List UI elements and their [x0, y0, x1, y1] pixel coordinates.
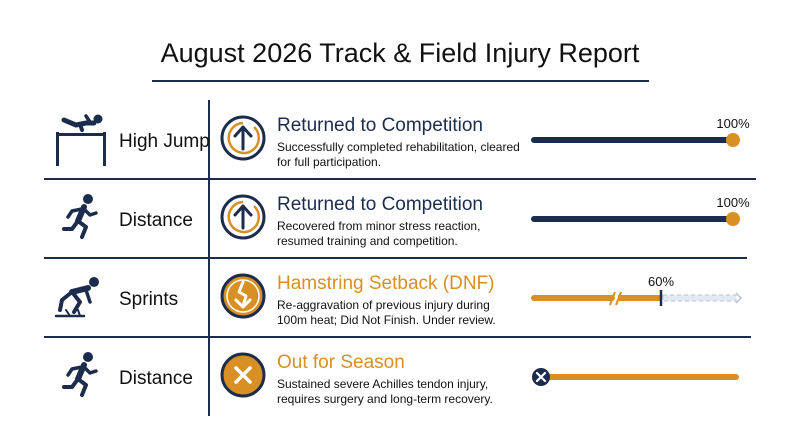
sport-label: Distance	[119, 368, 193, 389]
list-item: Sprints Hamstring Setback (DNF) Re-aggra…	[0, 258, 800, 338]
page-title: August 2026 Track & Field Injury Report	[160, 38, 640, 68]
sport-label: Distance	[119, 210, 193, 231]
sprint-start-icon	[54, 277, 99, 318]
runner-icon	[62, 352, 98, 397]
injury-arrow-down-icon	[220, 273, 266, 319]
row-divider	[44, 178, 756, 180]
progress-label: 100%	[716, 116, 750, 131]
list-item: Distance Returned to Competition Recover…	[0, 179, 800, 259]
sport-label: Sprints	[119, 289, 179, 310]
list-item: Distance Out for Season Sustained severe…	[0, 337, 800, 417]
progress-bar: 60%	[531, 274, 743, 306]
row-divider	[44, 257, 747, 259]
status-description: Recovered from minor stress reaction, re…	[277, 219, 481, 248]
status-title: Returned to Competition	[277, 194, 483, 215]
close-icon	[535, 371, 547, 383]
progress-bar: 100%	[531, 116, 750, 147]
row-divider	[44, 336, 751, 338]
arrow-up-circle-icon	[220, 115, 266, 161]
status-title: Out for Season	[277, 352, 405, 373]
status-description: Sustained severe Achilles tendon injury,…	[277, 377, 493, 406]
progress-label: 100%	[716, 195, 750, 210]
title-divider	[152, 80, 649, 82]
runner-icon	[62, 194, 98, 239]
status-description: Successfully completed rehabilitation, c…	[277, 140, 520, 169]
status-description: Re-aggravation of previous injury during…	[277, 298, 496, 327]
arrow-up-circle-icon	[220, 194, 266, 240]
status-title: Hamstring Setback (DNF)	[277, 273, 495, 294]
sport-label: High Jump	[119, 131, 210, 152]
status-title: Returned to Competition	[277, 115, 483, 136]
list-item: High Jump Returned to Competition Succes…	[0, 100, 800, 180]
progress-label: 60%	[648, 274, 674, 289]
progress-bar	[532, 368, 739, 386]
x-circle-icon	[220, 352, 266, 398]
progress-bar: 100%	[531, 195, 750, 226]
high-jump-icon	[56, 114, 106, 166]
